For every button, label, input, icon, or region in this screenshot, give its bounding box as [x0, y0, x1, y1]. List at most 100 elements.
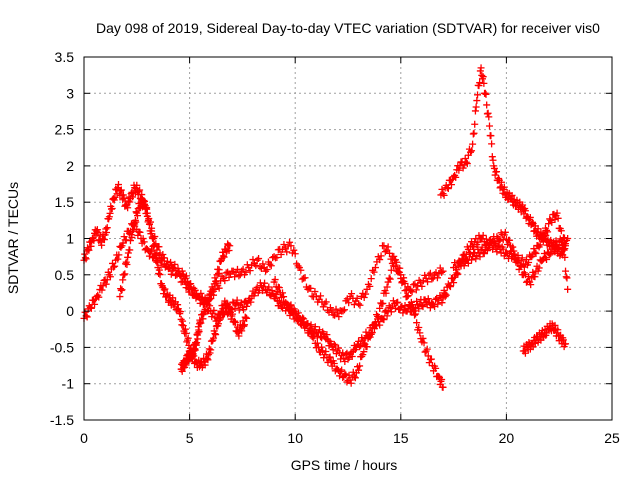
data-point [214, 320, 222, 328]
data-point [356, 362, 364, 370]
data-point [343, 349, 351, 357]
data-point [380, 316, 388, 324]
data-point [444, 185, 452, 193]
data-point [471, 107, 479, 115]
data-point [477, 64, 485, 72]
series-track-g [439, 209, 572, 301]
data-point [482, 235, 490, 243]
data-point [286, 238, 294, 246]
data-point [100, 277, 108, 285]
data-point [241, 321, 249, 329]
data-point [204, 300, 212, 308]
data-point [499, 245, 507, 253]
data-point [201, 361, 209, 369]
data-point [334, 344, 342, 352]
data-point [179, 322, 187, 330]
data-point [237, 299, 245, 307]
data-point [356, 343, 364, 351]
data-point [482, 90, 490, 98]
data-point [562, 240, 570, 248]
series-track-b [80, 218, 449, 366]
data-point [235, 272, 243, 280]
data-point [404, 292, 412, 300]
data-point [297, 266, 305, 274]
data-point [560, 246, 568, 254]
data-point [441, 290, 449, 298]
data-point [136, 186, 144, 194]
data-point [252, 262, 260, 270]
data-point [273, 288, 281, 296]
data-point [182, 330, 190, 338]
data-point [310, 332, 318, 340]
data-point [262, 267, 270, 275]
data-point [235, 332, 243, 340]
data-point [400, 277, 408, 285]
data-point [382, 289, 390, 297]
data-point [155, 243, 163, 251]
data-point [452, 173, 460, 181]
data-point [356, 301, 364, 309]
data-point [509, 243, 517, 251]
y-tick-label: 3 [66, 85, 74, 101]
data-point [419, 303, 427, 311]
data-point [341, 370, 349, 378]
data-point [134, 212, 142, 220]
data-point [340, 306, 348, 314]
data-point [559, 336, 567, 344]
data-point [155, 270, 163, 278]
data-point [360, 339, 368, 347]
data-point [531, 273, 539, 281]
data-point [123, 260, 131, 268]
data-point [554, 244, 562, 252]
data-point [255, 255, 263, 263]
chart-title: Day 098 of 2019, Sidereal Day-to-day VTE… [96, 20, 600, 36]
data-point [377, 252, 385, 260]
data-point [147, 248, 155, 256]
data-point [432, 296, 440, 304]
data-point [347, 379, 355, 387]
data-point [454, 270, 462, 278]
data-point [481, 89, 489, 97]
data-point [434, 300, 442, 308]
data-point [476, 79, 484, 87]
data-point [221, 277, 229, 285]
data-point [339, 307, 347, 315]
data-point [384, 243, 392, 251]
data-point [360, 348, 368, 356]
data-point [98, 241, 106, 249]
data-point [93, 227, 101, 235]
data-point [564, 235, 572, 242]
data-point [424, 278, 432, 286]
data-point [487, 132, 495, 140]
data-point [519, 201, 527, 209]
axis-ticks: 0 5 10 15 20 25 -1.5 -1 -0.5 0 0.5 1 1.5 2 2.5 3 3.5 [50, 49, 620, 446]
data-point [424, 352, 432, 360]
data-point [249, 256, 257, 264]
data-point [307, 284, 315, 292]
data-point [508, 191, 516, 199]
data-point [189, 351, 197, 359]
data-point [424, 295, 432, 303]
data-point [484, 244, 492, 252]
data-point [119, 191, 127, 199]
data-point [302, 322, 310, 330]
data-point [267, 262, 275, 270]
data-point [532, 249, 540, 257]
data-point [133, 181, 141, 189]
data-point [376, 256, 384, 264]
data-point [105, 213, 113, 221]
data-point [106, 273, 114, 281]
data-point [376, 304, 384, 312]
data-point [111, 262, 119, 270]
data-point [215, 284, 223, 292]
data-point [303, 321, 311, 329]
data-point [81, 254, 89, 262]
data-point [193, 339, 201, 347]
data-point [381, 308, 389, 316]
data-point [501, 228, 509, 236]
data-point [387, 266, 395, 274]
y-tick-label: 1.5 [55, 194, 75, 210]
data-point [403, 293, 411, 301]
data-point [161, 285, 169, 293]
data-point [151, 250, 159, 258]
